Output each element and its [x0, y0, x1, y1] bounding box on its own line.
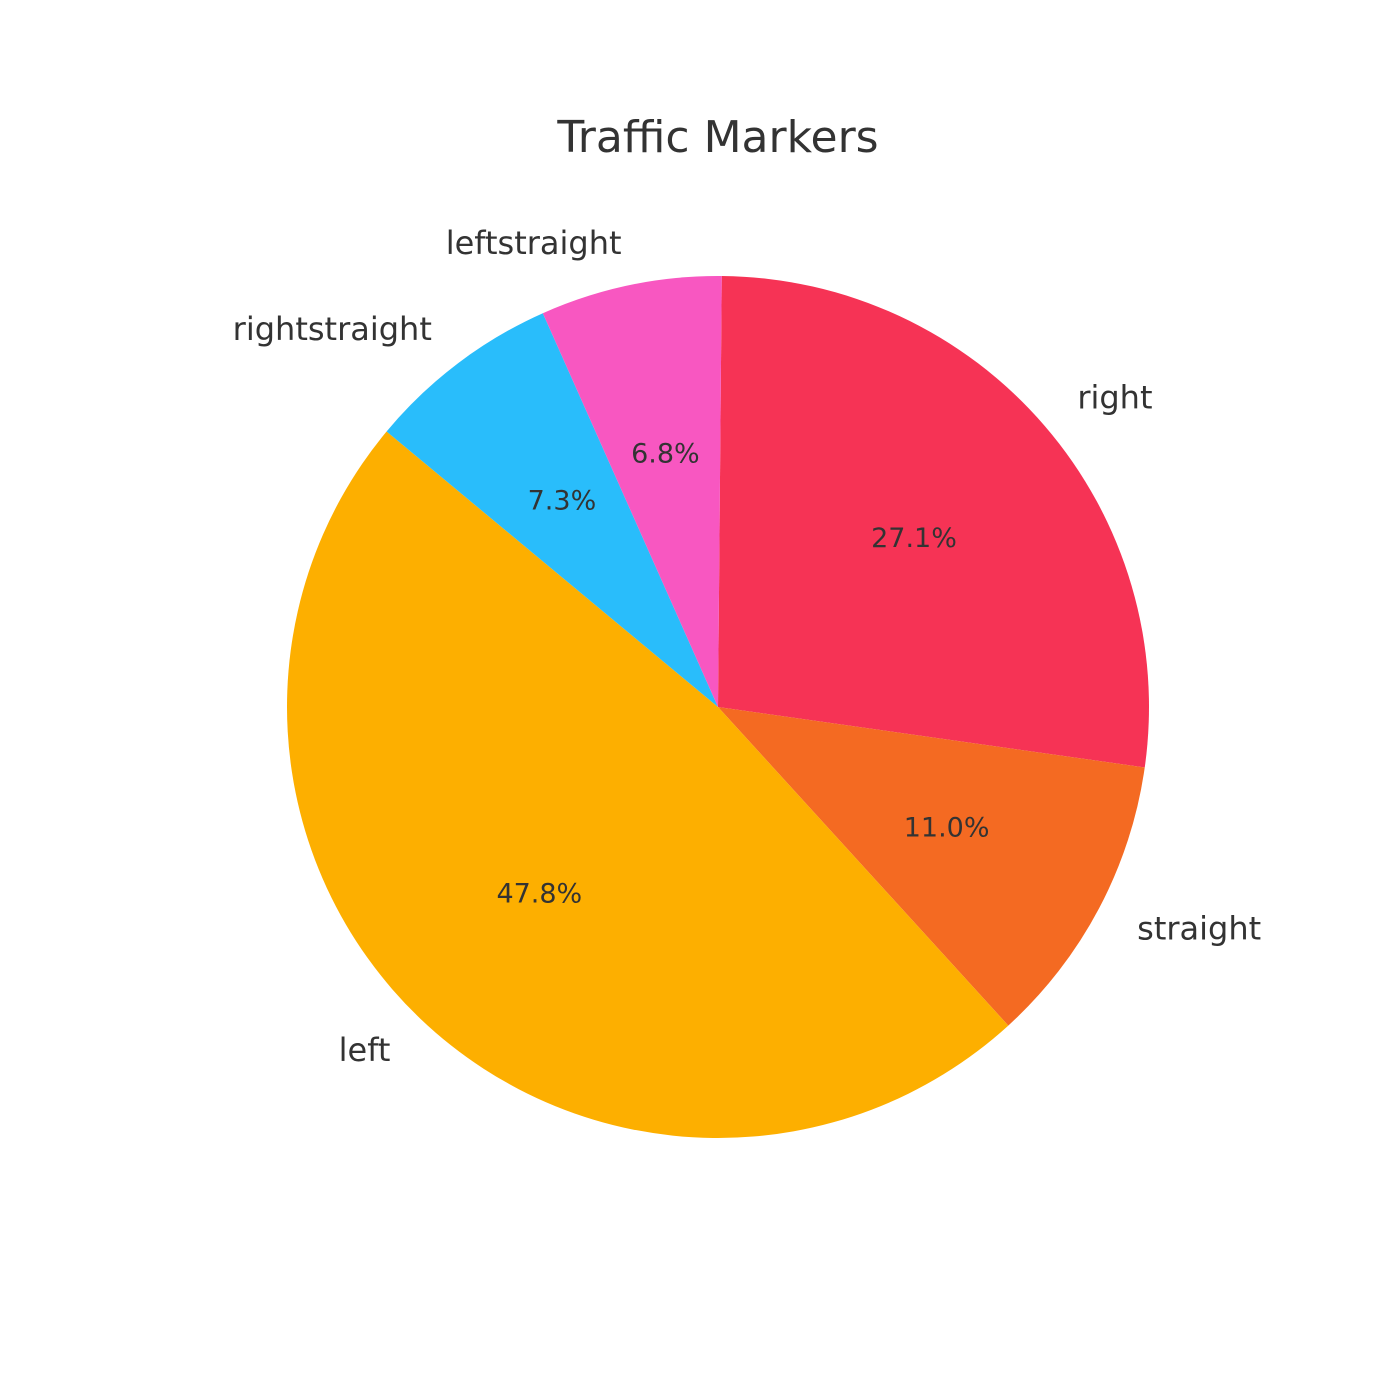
pct-label-left: 47.8% [496, 878, 582, 909]
slice-label-rightstraight: rightstraight [233, 310, 432, 348]
pct-label-right: 27.1% [871, 523, 957, 554]
slice-label-straight: straight [1137, 910, 1261, 948]
pie-slice-right [718, 276, 1149, 768]
pct-label-leftstraight: 6.8% [631, 438, 700, 469]
slice-label-leftstraight: leftstraight [446, 224, 622, 262]
pie-slice-leftstraight [542, 276, 722, 707]
slice-label-left: left [339, 1031, 391, 1069]
pct-label-rightstraight: 7.3% [528, 485, 597, 516]
pie-slice-left [286, 431, 1009, 1139]
pct-label-straight: 11.0% [904, 812, 990, 843]
pie-labels: right 27.1% straight 11.0% left 47.8% rightstr… [233, 224, 1261, 1069]
pie-slice-rightstraight [386, 313, 718, 707]
chart-title: Traffic Markers [556, 112, 878, 163]
pie-slices [286, 276, 1149, 1139]
slice-label-right: right [1077, 379, 1152, 417]
pie-slice-straight [718, 707, 1145, 1026]
